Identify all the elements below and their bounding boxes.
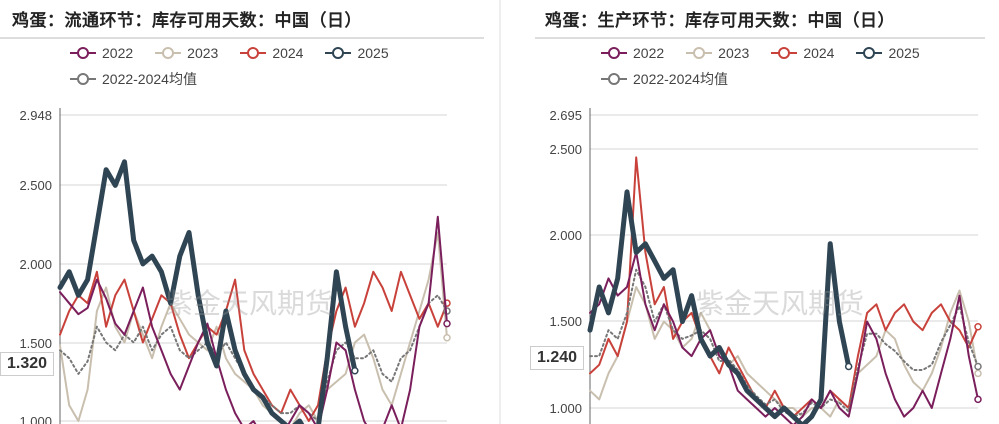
legend-label: 2023 xyxy=(718,45,750,61)
legend-marker-icon xyxy=(686,47,713,59)
legend-label: 2022-2024均值 xyxy=(102,71,197,87)
y-tick-label: 2.695 xyxy=(549,108,582,123)
series-end-point xyxy=(351,366,359,375)
series-line-2022-2024均值 xyxy=(589,268,979,418)
legend-label: 2024 xyxy=(803,45,835,61)
y-tick-label: 1.500 xyxy=(19,336,52,351)
legend-marker-icon xyxy=(601,47,627,59)
series-line-2024 xyxy=(59,270,448,422)
legend-item[interactable]: 2025 xyxy=(856,42,920,64)
panel-divider xyxy=(499,0,501,424)
series-end-point xyxy=(974,323,982,331)
left-chart-title: 鸡蛋：流通环节：库存可用天数：中国（日） xyxy=(12,11,362,31)
y-tick-label: 1.000 xyxy=(19,414,52,424)
y-tick-label: 1.000 xyxy=(549,401,582,416)
legend-marker-icon xyxy=(325,47,352,59)
y-tick-label: 2.000 xyxy=(549,228,582,243)
left-chart-legend[interactable]: 2022 2023 2024 2025 2022-2024均值 xyxy=(70,42,430,94)
legend-marker-icon xyxy=(771,47,798,59)
left-chart-svg: 2.948 2.500 2.000 1.500 1.000 xyxy=(0,37,484,424)
left-chart-panel: 2.948 2.500 2.000 1.500 1.000 鸡蛋：流通环节：库存可用天数… xyxy=(0,0,499,424)
y-tick-label: 2.948 xyxy=(19,108,52,123)
right-chart-svg: 2.695 2.500 2.000 1.500 1.000 xyxy=(535,37,985,424)
series-end-point xyxy=(844,362,853,371)
legend-label: 2022-2024均值 xyxy=(633,71,728,87)
y-tick-label: 2.000 xyxy=(19,257,52,272)
series-line-2025 xyxy=(587,189,852,424)
series-end-point xyxy=(974,362,982,371)
series-end-point xyxy=(443,319,451,328)
series-line-2024 xyxy=(589,156,979,418)
right-chart-legend[interactable]: 2022 2023 2024 2025 2022-2024均值 xyxy=(601,42,961,94)
legend-item[interactable]: 2023 xyxy=(155,42,218,64)
legend-item[interactable]: 2024 xyxy=(771,42,834,64)
left-current-value-label: 1.320 xyxy=(0,352,55,376)
series-end-point xyxy=(974,395,982,404)
legend-item[interactable]: 2022 xyxy=(601,42,664,64)
legend-marker-icon xyxy=(856,47,883,59)
legend-label: 2025 xyxy=(357,45,389,61)
legend-label: 2023 xyxy=(187,45,219,61)
legend-item[interactable]: 2022 xyxy=(70,42,133,64)
y-tick-label: 2.500 xyxy=(549,142,582,157)
legend-item[interactable]: 2025 xyxy=(325,42,389,64)
legend-marker-icon xyxy=(240,47,267,59)
legend-label: 2022 xyxy=(633,45,665,61)
legend-item[interactable]: 2024 xyxy=(240,42,303,64)
legend-marker-icon xyxy=(601,73,627,85)
series-line-2025 xyxy=(57,159,358,424)
legend-item[interactable]: 2023 xyxy=(686,42,749,64)
legend-marker-icon xyxy=(70,73,96,85)
legend-label: 2024 xyxy=(272,45,304,61)
series-end-point xyxy=(443,333,451,342)
legend-marker-icon xyxy=(70,47,96,59)
legend-label: 2025 xyxy=(888,45,920,61)
y-tick-label: 2.500 xyxy=(19,178,52,193)
series-end-point xyxy=(974,369,982,378)
right-chart-panel: 2.695 2.500 2.000 1.500 1.000 鸡蛋：生产环节：库存可用天数… xyxy=(501,0,999,424)
series-line-2022 xyxy=(59,215,448,424)
series-line-2022 xyxy=(589,251,979,424)
legend-item[interactable]: 2022-2024均值 xyxy=(70,68,197,90)
right-current-value-label: 1.240 xyxy=(530,346,585,370)
right-chart-title: 鸡蛋：生产环节：库存可用天数：中国（日） xyxy=(545,11,895,31)
legend-marker-icon xyxy=(155,47,182,59)
legend-item[interactable]: 2022-2024均值 xyxy=(601,68,728,90)
y-tick-label: 1.500 xyxy=(549,314,582,329)
legend-label: 2022 xyxy=(102,45,134,61)
